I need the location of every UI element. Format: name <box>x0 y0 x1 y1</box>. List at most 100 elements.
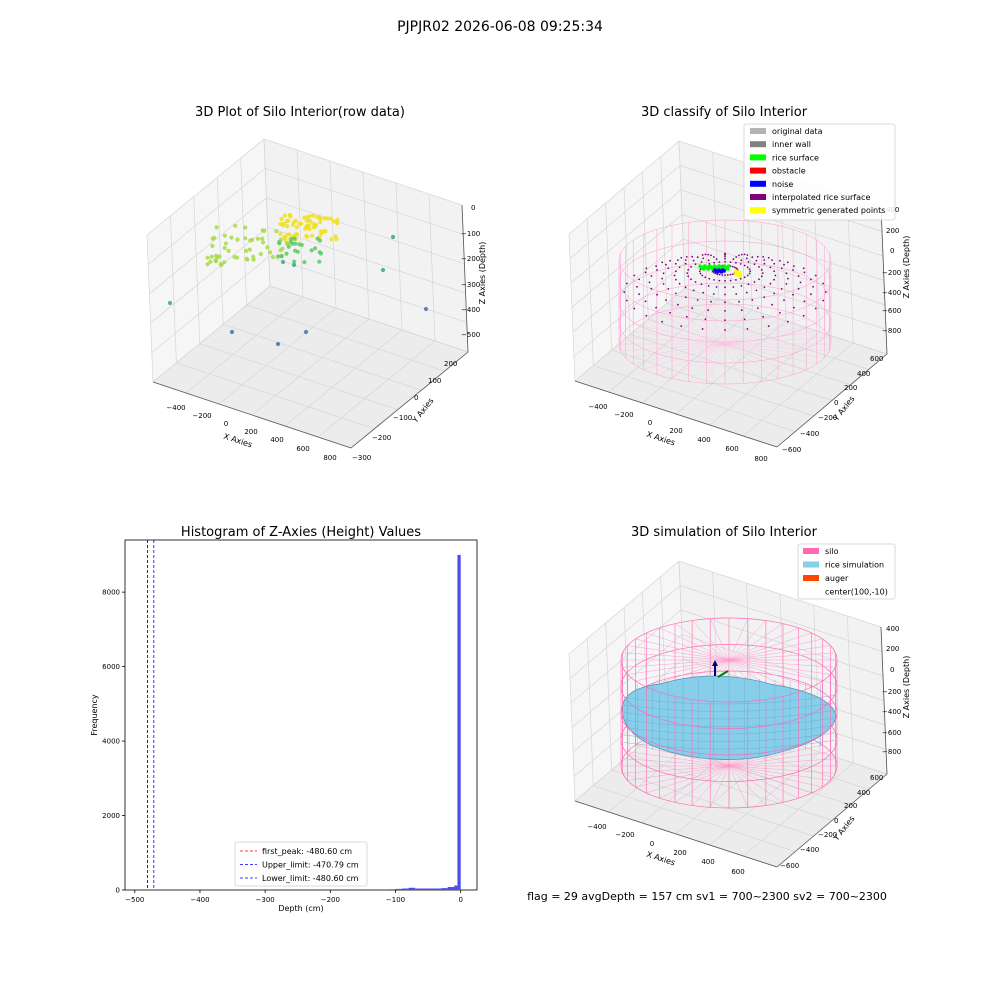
raw-data-point <box>325 216 330 221</box>
raw-data-point <box>243 236 248 241</box>
silo-wire-spoke <box>622 652 730 661</box>
silo-wire-spoke <box>728 618 749 661</box>
classify-interpolated-point <box>824 291 827 293</box>
classify-y-tick: 600 <box>870 355 883 363</box>
classify-interpolated-point <box>724 261 726 263</box>
simulation-y-axis-line <box>776 773 888 868</box>
classify-interpolated-point <box>755 259 758 262</box>
silo-wire-spoke <box>635 765 730 788</box>
histogram-y-tick-label: 0 <box>116 887 120 895</box>
raw-x-tick: 800 <box>323 454 336 462</box>
simulation-y-tick: −400 <box>800 846 819 854</box>
histogram-limit-lines <box>147 540 155 890</box>
raw-grid-line <box>329 160 337 309</box>
raw-data-point <box>226 248 231 253</box>
classify-interpolated-point <box>673 274 676 277</box>
raw-grid-line <box>265 168 464 235</box>
classify-interpolated-point <box>773 292 776 295</box>
raw-grid-line <box>246 304 445 372</box>
classify-interpolated-point <box>638 278 640 281</box>
histogram-legend-label: Lower_limit: -480.60 cm <box>262 874 359 883</box>
raw-data-point <box>281 221 286 226</box>
raw-data-point <box>299 242 304 248</box>
silo-wire-spoke <box>728 765 767 806</box>
histogram-bars <box>389 554 461 890</box>
classify-interpolated-point <box>767 325 770 328</box>
raw-grid-line <box>269 285 469 353</box>
simulation-y-tick: 400 <box>857 789 870 797</box>
classify-interpolated-point <box>763 296 766 299</box>
classify-z-tick: −600 <box>882 307 901 315</box>
silo-wire-spoke <box>728 659 831 675</box>
silo-wire-spoke <box>622 765 730 774</box>
simulation-grid-line <box>569 585 681 679</box>
classify-legend-swatch <box>750 167 766 174</box>
raw-grid-line <box>199 343 398 410</box>
raw-data-point <box>305 234 310 239</box>
classify-interpolated-point <box>694 281 697 283</box>
classify-interpolated-point <box>812 285 814 288</box>
raw-grid-line <box>151 256 270 353</box>
classify-interpolated-point <box>623 291 626 293</box>
classify-interpolated-point <box>645 267 648 270</box>
raw-x-tick: −400 <box>166 404 185 412</box>
raw-data-point <box>302 260 307 265</box>
silo-wire-spoke <box>728 765 749 808</box>
classify-interpolated-point <box>735 256 738 258</box>
classify-interpolated-point <box>758 278 760 281</box>
simulation-z-label: Z Axies (Depth) <box>902 656 911 719</box>
raw-data-point <box>311 213 316 218</box>
classify-interpolated-point <box>797 275 800 277</box>
raw-grid-line <box>267 226 466 294</box>
classify-interpolated-point <box>707 259 710 262</box>
simulation-y-tick: −600 <box>780 862 799 870</box>
histogram-plot: Histogram of Z-Axies (Height) Values −50… <box>90 525 478 913</box>
classify-interpolated-point <box>779 259 781 262</box>
classify-interpolated-point <box>669 259 671 262</box>
raw-data-point <box>229 235 234 240</box>
classify-interpolated-point <box>780 288 783 290</box>
silo-wire-spoke <box>674 765 730 803</box>
raw-data-point <box>214 225 219 230</box>
classify-interpolated-point <box>696 299 699 301</box>
classify-interpolated-point <box>743 276 746 279</box>
raw-data-point <box>205 262 210 267</box>
classify-rice-surface-point <box>727 264 731 268</box>
histogram-y-tick-label: 2000 <box>102 812 120 820</box>
classify-legend-label: obstacle <box>772 167 806 176</box>
classify-interpolated-point <box>680 325 683 328</box>
histogram-x-tick-label: −500 <box>125 896 144 904</box>
classify-interpolated-point <box>803 271 806 274</box>
figure-suptitle: PJPJR02 2026-06-08 09:25:34 <box>397 19 603 35</box>
classify-interpolated-point <box>707 309 710 312</box>
classify-interpolated-point <box>674 292 677 295</box>
raw-grid-line <box>146 234 154 383</box>
classify-grid-line <box>680 189 884 257</box>
classify-interpolated-point <box>724 274 726 276</box>
classify-interpolated-point <box>710 254 712 257</box>
silo-wire-spoke <box>691 620 730 661</box>
raw-grid-line <box>263 138 463 206</box>
raw-data-point <box>245 257 250 262</box>
classify-interpolated-point <box>686 272 689 274</box>
classify-interpolated-point <box>793 306 795 309</box>
simulation-legend-label: silo <box>825 547 839 556</box>
classify-interpolated-point <box>762 256 765 258</box>
raw-grid-line <box>395 182 403 331</box>
classify-interpolated-point <box>665 299 667 301</box>
silo-wire-spoke <box>728 659 823 682</box>
classify-interpolated-point <box>680 256 683 259</box>
classify-interpolated-point <box>810 278 812 281</box>
classify-interpolated-point <box>822 299 825 302</box>
simulation-legend-label: auger <box>825 574 849 583</box>
raw-data-point <box>292 259 297 264</box>
histogram-bar <box>402 888 409 890</box>
classify-interpolated-point <box>704 276 707 279</box>
raw-grid-line <box>266 197 465 265</box>
raw-data-point <box>167 300 173 306</box>
histogram-bar <box>447 887 455 890</box>
classify-interpolated-point <box>718 279 721 282</box>
histogram-x-label: Depth (cm) <box>278 904 323 913</box>
classify-legend-swatch <box>750 128 766 134</box>
simulation-grid-line <box>570 609 682 704</box>
